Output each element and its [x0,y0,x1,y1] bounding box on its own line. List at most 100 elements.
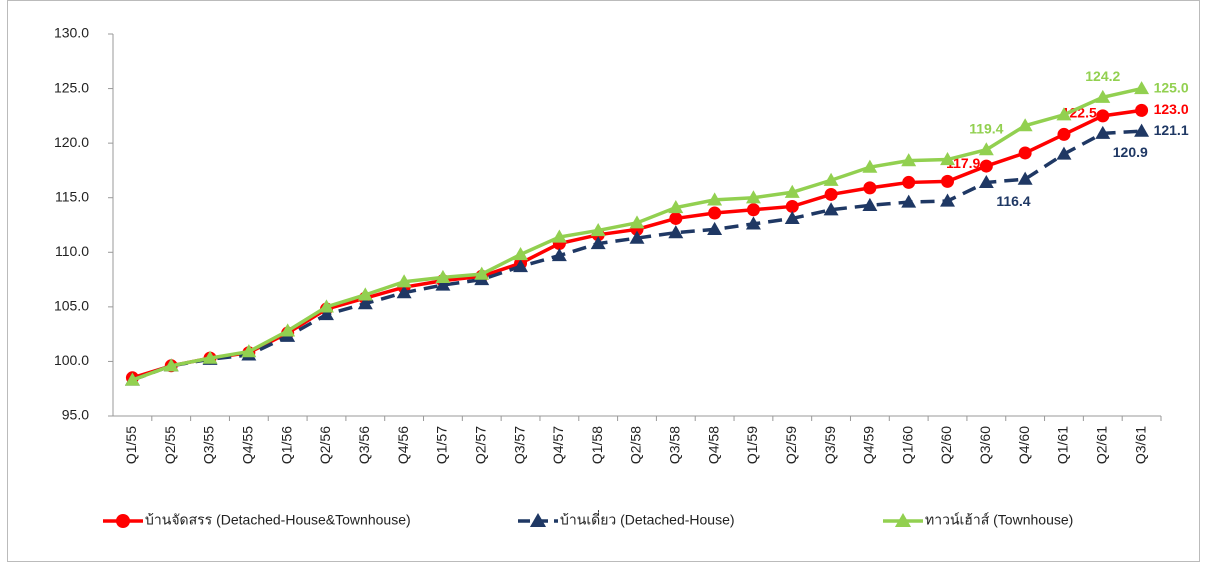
marker [1135,103,1149,117]
marker [784,184,800,198]
marker [940,152,955,166]
marker [163,358,179,372]
marker [1134,123,1150,137]
marker [1095,89,1111,103]
x-tick-label: Q3/59 [822,426,838,464]
x-tick-label: Q4/59 [861,426,877,464]
value-label: 121.1 [1154,122,1189,138]
value-label: 119.4 [969,120,1003,136]
marker [940,193,955,207]
marker [435,269,451,283]
x-tick-label: Q3/57 [511,426,527,464]
marker [513,246,529,261]
legend-label: ทาวน์เฮ้าส์ (Townhouse) [925,512,1073,528]
marker [978,142,994,156]
marker [551,248,567,262]
marker [745,190,761,204]
marker [590,236,606,250]
x-tick-label: Q4/60 [1016,426,1032,464]
marker [894,512,912,528]
marker [862,197,878,211]
x-tick-label: Q1/60 [899,426,915,464]
y-tick-label: 105.0 [54,298,89,314]
marker [823,172,839,186]
marker [124,372,140,386]
marker [784,210,800,225]
marker [668,225,684,239]
marker [824,187,838,201]
x-tick-label: Q1/56 [278,426,294,464]
x-tick-label: Q2/57 [472,426,488,464]
marker [280,323,296,337]
x-tick-label: Q2/55 [162,426,178,464]
chart-border [7,0,1200,562]
marker [785,199,799,213]
x-tick-label: Q2/60 [938,426,954,464]
x-tick-label: Q3/56 [356,426,372,464]
x-tick-label: Q2/59 [783,426,799,464]
y-tick-label: 120.0 [54,134,89,150]
x-tick-label: Q2/56 [317,426,333,464]
x-tick-label: Q3/60 [977,426,993,464]
marker [1134,81,1150,95]
marker [668,200,684,214]
x-tick-label: Q4/56 [395,426,411,464]
marker [319,307,334,321]
x-tick-label: Q1/59 [744,426,760,464]
marker [863,181,877,195]
marker [396,285,412,299]
y-tick-label: 115.0 [55,188,89,204]
marker [357,296,373,310]
marker [1056,146,1072,160]
value-label: 125.0 [1154,79,1189,95]
marker [707,221,723,235]
marker [1095,125,1111,139]
marker [590,222,606,237]
x-tick-label: Q1/57 [434,426,450,464]
marker [746,203,760,217]
x-tick-label: Q3/61 [1132,426,1148,464]
marker [202,350,218,364]
marker [823,202,839,216]
marker [1096,109,1110,123]
value-label: 123.0 [1154,101,1189,117]
marker [979,159,993,173]
x-tick-label: Q1/61 [1055,426,1071,464]
x-tick-label: Q1/55 [123,426,139,464]
y-tick-label: 110.0 [55,243,89,259]
marker [901,194,917,208]
marker [978,174,994,189]
marker [1017,118,1033,132]
marker [1056,107,1072,121]
value-label: 116.4 [996,193,1030,209]
marker [241,344,257,358]
y-tick-label: 100.0 [54,352,89,368]
marker [529,512,547,528]
marker [1017,171,1033,185]
marker [901,153,917,167]
value-label: 124.2 [1085,68,1120,84]
marker [1018,146,1032,160]
value-label: 120.9 [1113,144,1148,160]
marker [629,230,645,244]
marker [669,211,683,225]
marker [396,274,412,288]
y-tick-label: 125.0 [54,79,89,95]
marker [1057,127,1071,141]
marker [902,175,916,189]
marker [474,266,490,280]
marker [862,159,878,173]
marker [319,299,334,313]
marker [357,287,373,301]
marker [116,514,130,528]
x-tick-label: Q2/58 [628,426,644,464]
marker [708,206,722,220]
x-tick-label: Q4/57 [550,426,566,464]
marker [941,174,955,188]
x-tick-label: Q4/55 [240,426,256,464]
legend-label: บ้านเดี่ยว (Detached-House) [560,511,735,528]
value-label: 122.5 [1062,105,1097,121]
x-tick-label: Q1/58 [589,426,605,464]
x-tick-label: Q2/61 [1093,426,1109,464]
marker [513,258,529,273]
